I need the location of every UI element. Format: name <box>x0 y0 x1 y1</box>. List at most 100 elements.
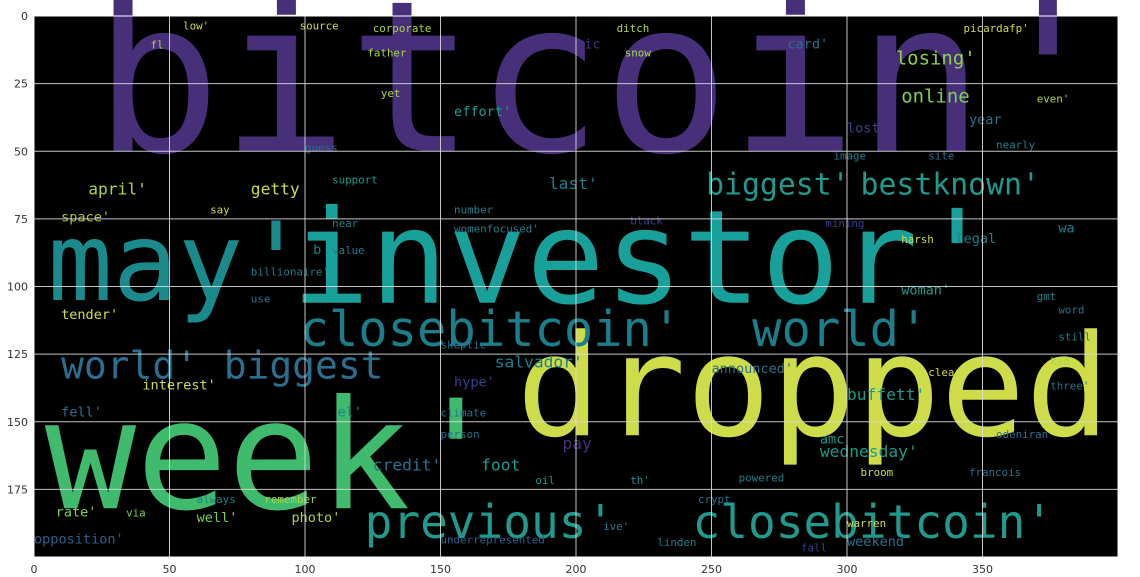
word-9: previous' <box>365 495 615 549</box>
word-52: francois <box>969 466 1021 479</box>
word-45: three' <box>1050 379 1089 392</box>
word-76: oil <box>535 474 555 487</box>
word-43: year <box>969 112 1002 128</box>
words-layer: bitcoin'may'investor'dropped'week' closeb… <box>34 0 1140 555</box>
word-64: effort' <box>454 104 511 120</box>
y-tick-label-6: 150 <box>7 416 28 429</box>
x-tick-label-3: 150 <box>430 563 451 576</box>
word-63: even' <box>1037 93 1070 106</box>
word-11: biggest' <box>706 168 850 203</box>
word-26: rate' <box>56 504 97 520</box>
word-21: buffett' <box>847 385 925 404</box>
word-72: skeptic' <box>441 339 493 352</box>
word-36: woman' <box>901 283 950 299</box>
word-86: snow <box>625 47 652 60</box>
word-23: credit' <box>373 455 441 474</box>
y-tick-label-3: 75 <box>14 213 28 226</box>
word-29: opposition' <box>34 531 124 547</box>
word-92: wa <box>1058 220 1074 236</box>
word-94: crypt <box>698 493 731 506</box>
word-15: april' <box>88 180 147 199</box>
word-68: value <box>332 244 365 257</box>
x-axis-ticks: 0 50 100 150 200 250 300 350 <box>31 563 994 576</box>
x-tick-label-1: 50 <box>163 563 177 576</box>
word-70: womenfocused' <box>454 222 539 235</box>
word-75: clear' <box>928 366 967 379</box>
word-71: use <box>251 293 271 306</box>
word-90: via <box>126 506 146 519</box>
word-13: online <box>901 86 969 108</box>
y-axis-ticks: 0 25 50 75 100 125 150 175 <box>7 10 28 496</box>
word-59: harsh <box>901 233 934 246</box>
word-35: legal <box>955 231 996 247</box>
word-55: always <box>197 493 236 506</box>
word-7: world' <box>61 343 198 387</box>
x-tick-label-6: 300 <box>837 563 858 576</box>
word-73: climate <box>441 406 487 419</box>
word-85: father <box>367 47 407 60</box>
word-44: still <box>1058 331 1091 344</box>
y-tick-label-4: 100 <box>7 281 28 294</box>
word-74: person <box>441 428 480 441</box>
word-91: fl <box>151 38 164 51</box>
word-31: linden <box>657 536 696 549</box>
word-62: nearly <box>996 139 1036 152</box>
word-53: powered <box>739 471 785 484</box>
word-80: warren <box>847 517 886 530</box>
x-tick-label-5: 250 <box>701 563 722 576</box>
x-tick-label-4: 200 <box>566 563 587 576</box>
word-84: yet <box>381 87 401 100</box>
word-47: el' <box>338 404 362 420</box>
word-87: source <box>300 20 339 33</box>
word-77: th' <box>630 474 650 487</box>
word-40: corporate <box>373 22 432 35</box>
word-22: wednesday' <box>820 442 918 461</box>
y-tick-label-5: 125 <box>7 348 28 361</box>
y-tick-label-7: 175 <box>7 483 28 496</box>
word-19: interest' <box>142 377 215 393</box>
word-16: getty <box>251 180 300 199</box>
word-79: fall <box>801 542 827 555</box>
y-tick-label-2: 50 <box>14 145 28 158</box>
word-33: tender' <box>61 307 118 323</box>
word-3: dropped' <box>516 305 1140 469</box>
word-67: support <box>332 174 378 187</box>
word-46: hype' <box>454 375 495 391</box>
word-27: well' <box>197 510 238 526</box>
word-54: remember <box>264 493 317 506</box>
y-tick-label-0: 0 <box>21 10 28 23</box>
word-38: card' <box>787 36 828 52</box>
word-37: dramatic <box>535 36 600 52</box>
word-93: gmt <box>1037 290 1057 303</box>
word-18: space' <box>61 210 110 226</box>
word-6: world' <box>752 301 928 358</box>
word-25: announced' <box>712 361 794 377</box>
word-58: mining <box>825 217 864 230</box>
x-tick-label-7: 350 <box>972 563 993 576</box>
word-28: photo' <box>291 510 340 526</box>
word-0: bitcoin' <box>94 0 1112 201</box>
word-50: amc <box>820 431 844 447</box>
word-81: odeniran <box>996 428 1048 441</box>
word-24: foot <box>481 455 520 474</box>
word-14: losing' <box>896 48 976 70</box>
x-tick-label-0: 0 <box>31 563 38 576</box>
word-82: kid <box>1050 355 1070 368</box>
word-4: week' <box>45 367 502 544</box>
word-56: number <box>454 203 494 216</box>
word-1: may' <box>48 199 309 326</box>
word-89: b <box>313 242 321 258</box>
word-78: ive' <box>603 520 629 533</box>
word-12: bestknown' <box>861 168 1040 203</box>
word-17: last' <box>549 174 598 193</box>
word-88: ditch <box>617 22 650 35</box>
word-2: investor' <box>291 182 996 334</box>
word-20: salvador' <box>495 353 583 372</box>
word-32: weekend <box>847 534 904 550</box>
word-51: broom <box>861 466 894 479</box>
word-34: billionaire' <box>251 266 329 279</box>
word-83: word <box>1058 304 1084 317</box>
word-48: fell' <box>61 404 102 420</box>
x-tick-label-2: 100 <box>295 563 316 576</box>
